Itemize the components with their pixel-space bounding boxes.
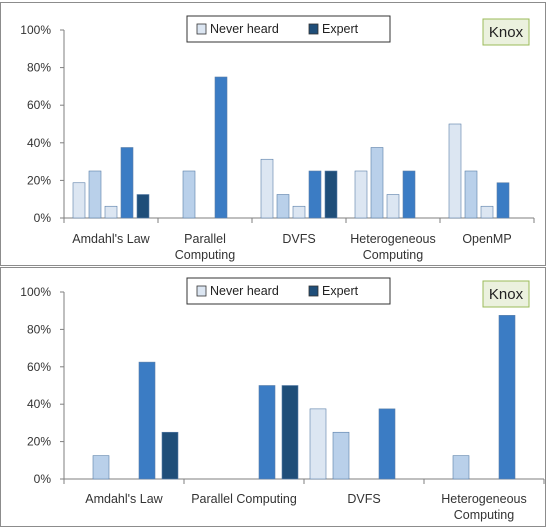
x-category-label-line: Heterogeneous xyxy=(350,232,435,246)
bar xyxy=(276,194,290,219)
bar-chart-top: 0% 20% 40% 60% 80% 100% Amdahl's Law Parallel Co… xyxy=(20,15,535,262)
bar xyxy=(309,408,327,480)
bar xyxy=(161,431,179,480)
x-category-label-line: Heterogeneous xyxy=(441,492,526,506)
bar xyxy=(308,170,322,219)
bar xyxy=(258,385,276,480)
y-tick-label: 100% xyxy=(20,285,51,299)
bar xyxy=(378,408,396,480)
x-category-label-line: Amdahl's Law xyxy=(72,232,150,246)
x-category-label: DVFS xyxy=(282,232,315,246)
bar xyxy=(92,455,110,480)
y-tick-label: 40% xyxy=(27,397,51,411)
legend-box xyxy=(186,15,391,43)
y-tick-label: 0% xyxy=(34,211,52,225)
x-category-label-line: Amdahl's Law xyxy=(85,492,163,506)
x-category-label-line: DVFS xyxy=(282,232,315,246)
bar xyxy=(260,158,274,219)
y-tick-label: 100% xyxy=(20,23,51,37)
y-tick-label: 0% xyxy=(34,472,52,486)
x-category-label: OpenMP xyxy=(462,232,511,246)
legend-box xyxy=(186,277,391,305)
bar xyxy=(324,170,338,219)
y-tick-label: 20% xyxy=(27,173,51,187)
knox-badge xyxy=(482,18,530,46)
bar xyxy=(332,431,350,480)
knox-badge-label: Knox xyxy=(489,24,524,41)
bar xyxy=(136,194,150,219)
bar xyxy=(370,147,384,219)
bar xyxy=(214,76,228,219)
x-category-label-line: Computing xyxy=(175,248,235,262)
knox-badge xyxy=(482,280,530,308)
y-tick-label: 40% xyxy=(27,136,51,150)
legend-swatch xyxy=(196,23,207,35)
bar xyxy=(120,147,134,219)
legend-label: Expert xyxy=(322,22,359,36)
x-category-label: Heterogeneous Computing xyxy=(441,492,526,522)
bar xyxy=(496,182,510,219)
bar xyxy=(354,170,368,219)
x-category-label-line: Parallel Computing xyxy=(191,492,297,506)
bar xyxy=(498,315,516,480)
x-category-label: Parallel Computing xyxy=(191,492,297,506)
bar xyxy=(281,385,299,480)
y-tick-label: 80% xyxy=(27,61,51,75)
x-category-label-line: Computing xyxy=(363,248,423,262)
bar xyxy=(480,205,494,219)
chart-panel-top: 0% 20% 40% 60% 80% 100% Amdahl's Law Parallel Co… xyxy=(0,2,546,266)
legend-swatch xyxy=(308,285,319,297)
bar xyxy=(88,170,102,219)
bar xyxy=(402,170,416,219)
y-tick-label: 80% xyxy=(27,322,51,336)
x-category-label: DVFS xyxy=(347,492,380,506)
x-category-label-line: Parallel xyxy=(184,232,226,246)
x-category-label: Parallel Computing xyxy=(175,232,235,262)
legend-label: Never heard xyxy=(210,284,279,298)
x-category-label-line: Computing xyxy=(454,508,514,522)
x-category-label-line: DVFS xyxy=(347,492,380,506)
knox-badge-label: Knox xyxy=(489,286,524,303)
legend-label: Expert xyxy=(322,284,359,298)
y-tick-label: 60% xyxy=(27,98,51,112)
bar xyxy=(292,205,306,219)
legend-swatch xyxy=(196,285,207,297)
bar xyxy=(72,182,86,219)
bar xyxy=(386,194,400,219)
y-tick-label: 60% xyxy=(27,360,51,374)
x-category-label: Amdahl's Law xyxy=(72,232,150,246)
x-category-label-line: OpenMP xyxy=(462,232,511,246)
legend-swatch xyxy=(308,23,319,35)
bar xyxy=(464,170,478,219)
y-tick-label: 20% xyxy=(27,435,51,449)
legend-label: Never heard xyxy=(210,22,279,36)
bar xyxy=(104,205,118,219)
bar xyxy=(182,170,196,219)
x-category-label: Amdahl's Law xyxy=(85,492,163,506)
bar xyxy=(448,123,462,219)
bar xyxy=(452,455,470,480)
bar-chart-bottom: 0% 20% 40% 60% 80% 100% Amdahl's Law Parallel C… xyxy=(20,277,545,522)
chart-panel-bottom: 0% 20% 40% 60% 80% 100% Amdahl's Law Parallel C… xyxy=(0,267,546,527)
bar xyxy=(138,361,156,480)
x-category-label: Heterogeneous Computing xyxy=(350,232,435,262)
